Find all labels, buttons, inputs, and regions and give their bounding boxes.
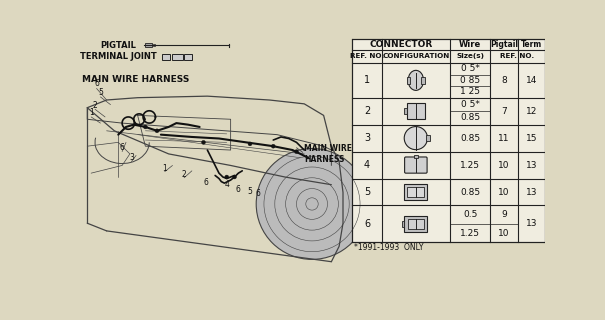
- Text: 13: 13: [526, 188, 537, 196]
- Text: 4: 4: [364, 160, 370, 170]
- Text: 13: 13: [526, 161, 537, 170]
- Text: PIGTAIL: PIGTAIL: [100, 41, 136, 50]
- Text: 5: 5: [364, 187, 370, 197]
- Text: 2: 2: [182, 170, 186, 179]
- Text: 5: 5: [98, 88, 103, 97]
- Text: 1: 1: [89, 108, 94, 117]
- Text: 0.85: 0.85: [460, 113, 480, 123]
- Text: 0.85: 0.85: [460, 134, 480, 143]
- Ellipse shape: [408, 70, 423, 90]
- Bar: [414, 155, 418, 158]
- Bar: [404, 215, 428, 232]
- Text: 1 25: 1 25: [460, 87, 480, 96]
- Text: 1: 1: [162, 164, 167, 173]
- Text: MAIN WIRE HARNESS: MAIN WIRE HARNESS: [82, 75, 189, 84]
- Text: 14: 14: [526, 76, 537, 85]
- Text: Term: Term: [521, 40, 542, 49]
- Text: 6: 6: [120, 143, 125, 152]
- Bar: [402, 221, 404, 227]
- Text: 2: 2: [364, 106, 370, 116]
- Circle shape: [225, 175, 229, 179]
- Text: 12: 12: [526, 107, 537, 116]
- Text: REF. NO.: REF. NO.: [500, 53, 534, 60]
- Text: 7: 7: [502, 107, 507, 116]
- Bar: [426, 135, 430, 141]
- Text: 15: 15: [526, 134, 537, 143]
- Bar: [145, 44, 152, 47]
- Text: 6: 6: [364, 219, 370, 229]
- Text: MAIN WIRE
HARNESS: MAIN WIRE HARNESS: [304, 144, 352, 164]
- Text: 1.25: 1.25: [460, 229, 480, 238]
- Text: CONFIGURATION: CONFIGURATION: [382, 53, 450, 60]
- Text: 4: 4: [224, 180, 229, 189]
- Circle shape: [248, 142, 252, 146]
- Text: Wire: Wire: [459, 40, 481, 49]
- Text: 13: 13: [526, 220, 537, 228]
- Text: 6: 6: [94, 79, 99, 88]
- Bar: [408, 219, 423, 229]
- FancyBboxPatch shape: [405, 157, 427, 173]
- Circle shape: [295, 150, 298, 154]
- Bar: [404, 184, 428, 200]
- Bar: [407, 76, 410, 84]
- Text: 6: 6: [255, 189, 260, 198]
- Text: 0 5*: 0 5*: [460, 100, 480, 109]
- Text: 2: 2: [93, 101, 97, 110]
- Bar: [184, 54, 192, 60]
- Circle shape: [404, 127, 428, 150]
- Circle shape: [201, 140, 206, 144]
- Text: 10: 10: [499, 161, 510, 170]
- Bar: [162, 54, 170, 60]
- Text: 11: 11: [499, 134, 510, 143]
- Text: Size(s): Size(s): [456, 53, 484, 60]
- Bar: [404, 108, 407, 114]
- Circle shape: [256, 148, 368, 260]
- Circle shape: [155, 129, 159, 133]
- Text: 0.85: 0.85: [460, 188, 480, 196]
- Bar: [421, 76, 425, 84]
- Text: 8: 8: [502, 76, 507, 85]
- Text: 10: 10: [499, 229, 510, 238]
- Circle shape: [232, 175, 237, 179]
- Text: 0 85: 0 85: [460, 76, 480, 85]
- Text: 9: 9: [502, 210, 507, 219]
- Text: 0 5*: 0 5*: [460, 64, 480, 73]
- Text: TERMINAL JOINT: TERMINAL JOINT: [80, 52, 157, 61]
- Text: CONNECTOR: CONNECTOR: [370, 40, 433, 49]
- Text: 5: 5: [247, 187, 252, 196]
- Text: 1: 1: [364, 76, 370, 85]
- Text: 3: 3: [129, 153, 134, 162]
- Text: 1.25: 1.25: [460, 161, 480, 170]
- Text: 6: 6: [236, 185, 241, 194]
- Circle shape: [143, 125, 147, 129]
- Text: REF. NO.: REF. NO.: [350, 53, 384, 60]
- Text: 0.5: 0.5: [463, 210, 477, 219]
- Text: 3: 3: [364, 133, 370, 143]
- Bar: [153, 44, 155, 46]
- Circle shape: [271, 144, 275, 148]
- Bar: [407, 187, 424, 197]
- Text: 10: 10: [499, 188, 510, 196]
- Text: 6: 6: [203, 178, 208, 187]
- Bar: [407, 103, 425, 119]
- Bar: [172, 54, 183, 60]
- Bar: [352, 39, 544, 243]
- Text: *1991-1993  ONLY: *1991-1993 ONLY: [354, 243, 423, 252]
- Text: Pigtail: Pigtail: [490, 40, 518, 49]
